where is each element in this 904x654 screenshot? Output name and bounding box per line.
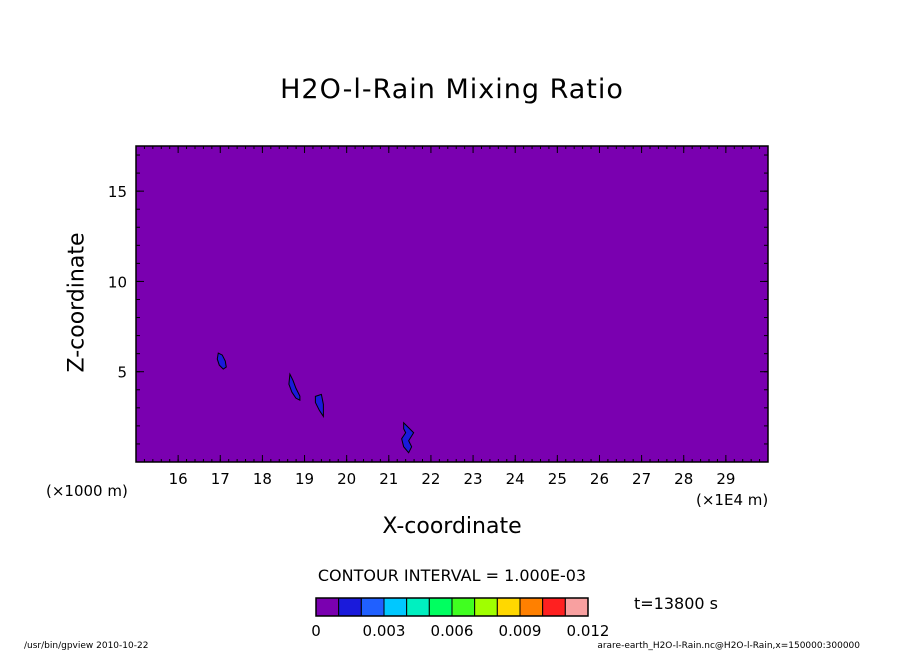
colorbar-cell [338,597,362,617]
colorbar-cell [383,597,408,617]
rain-feature [401,421,415,454]
colorbar-tick-label: 0.006 [430,622,474,640]
y-tick-label: 10 [108,273,127,291]
x-tick-label: 27 [632,470,651,488]
colorbar-tick-label: 0.009 [498,622,542,640]
colorbar-cell [451,597,476,617]
x-unit-right: (×1E4 m) [696,491,769,509]
colorbar-cell [360,597,385,617]
x-tick-label: 17 [211,470,230,488]
contour-interval: CONTOUR INTERVAL = 1.000E-03 [0,566,904,585]
y-tick-label: 15 [108,183,127,201]
colorbar-cell [428,597,453,617]
x-tick-label: 22 [421,470,440,488]
colorbar-tick-label: 0 [311,622,321,640]
colorbar-cell [542,597,566,617]
colorbar-tick-label: 0.012 [566,622,610,640]
plot-frame [135,145,769,463]
x-tick-label: 21 [379,470,398,488]
x-tick-label: 28 [674,470,693,488]
plot-background [136,146,768,462]
chart-title: H2O-l-Rain Mixing Ratio [280,74,624,105]
x-axis-label-text: X-coordinate [382,514,522,539]
contour-interval-text: CONTOUR INTERVAL = 1.000E-03 [317,566,587,585]
y-tick-label: 5 [117,364,127,382]
rain-feature [314,393,324,419]
footer-left: /usr/bin/gpview 2010-10-22 [24,641,149,651]
time-label: t=13800 s [634,594,718,613]
colorbar-tick-label: 0.003 [362,622,406,640]
x-tick-label: 16 [169,470,188,488]
colorbar-cell [496,597,521,617]
x-axis-label: X-coordinate [0,514,904,539]
colorbar-cell [564,597,589,617]
x-tick-label: 26 [590,470,609,488]
x-tick-label: 25 [548,470,567,488]
colorbar-frame [315,597,589,617]
x-unit-left: (×1000 m) [46,482,128,500]
x-tick-label: 20 [337,470,356,488]
x-tick-label: 29 [716,470,735,488]
x-tick-label: 23 [464,470,483,488]
rain-feature [288,372,301,401]
footer-right: arare-earth_H2O-l-Rain.nc@H2O-l-Rain,x=1… [597,641,860,651]
colorbar-cell [315,597,340,617]
x-tick-label: 19 [295,470,314,488]
colorbar-cell [519,597,544,617]
rain-feature [216,352,227,370]
x-tick-label: 18 [253,470,272,488]
colorbar-cell [406,597,430,617]
x-tick-label: 24 [506,470,525,488]
colorbar-cell [474,597,498,617]
